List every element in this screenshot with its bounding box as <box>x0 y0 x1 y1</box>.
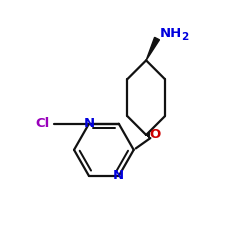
Text: 2: 2 <box>181 32 188 42</box>
Text: N: N <box>84 117 94 130</box>
Text: Cl: Cl <box>36 117 50 130</box>
Polygon shape <box>146 37 160 60</box>
Text: O: O <box>149 128 160 141</box>
Text: N: N <box>113 170 124 182</box>
Text: NH: NH <box>160 26 182 40</box>
